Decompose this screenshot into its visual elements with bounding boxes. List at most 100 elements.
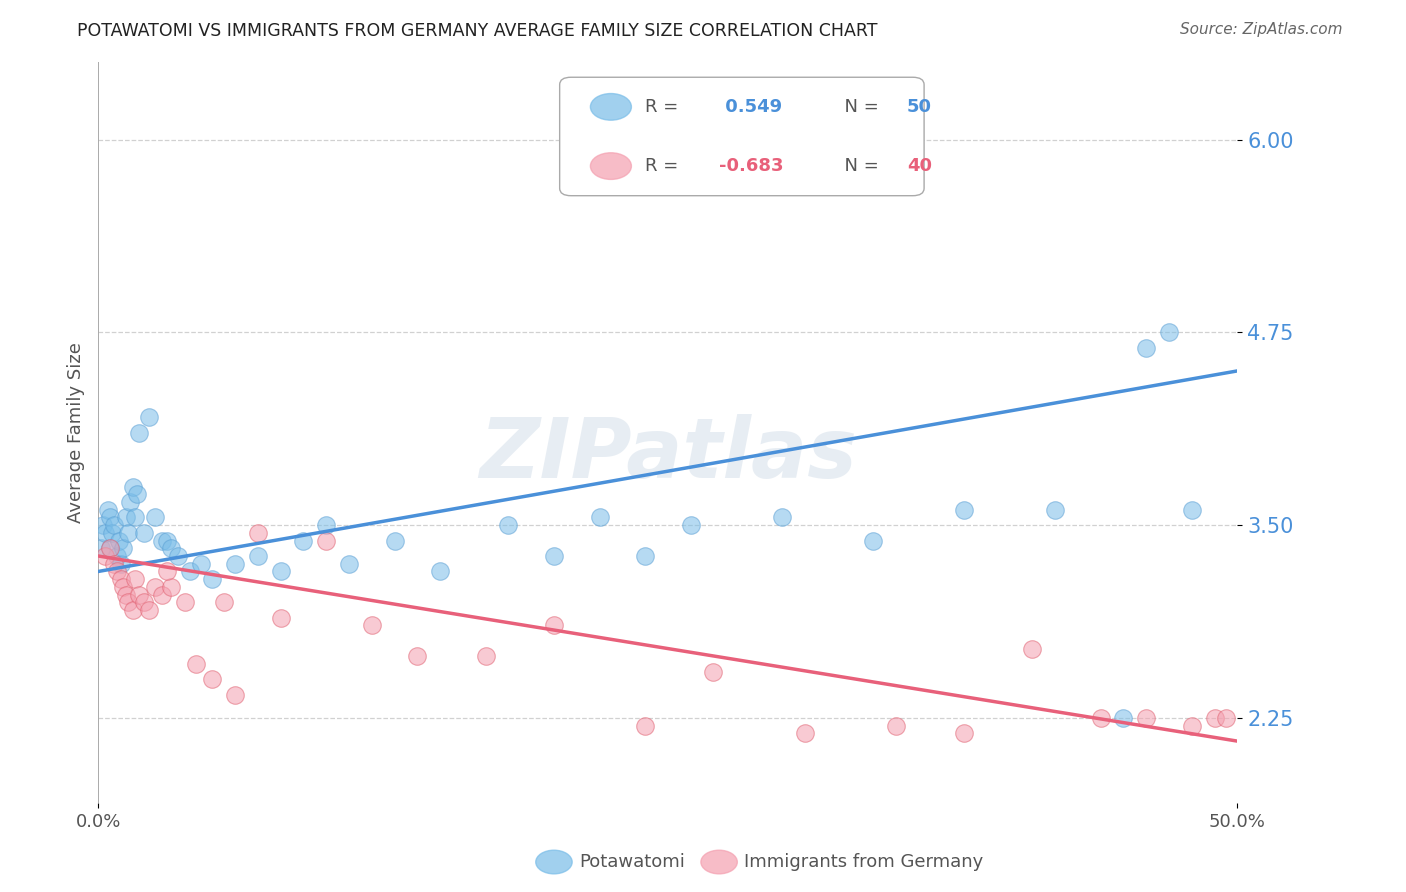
Point	[103, 518, 125, 533]
Point	[270, 610, 292, 624]
Point	[120, 495, 142, 509]
Point	[112, 541, 135, 556]
Point	[103, 557, 125, 571]
Point	[884, 719, 907, 733]
Point	[121, 603, 143, 617]
Text: R =: R =	[645, 98, 685, 116]
Point	[1135, 341, 1157, 355]
Point	[138, 603, 160, 617]
Point	[201, 673, 224, 687]
Point	[429, 565, 451, 579]
Circle shape	[591, 153, 631, 179]
Point	[167, 549, 190, 563]
Point	[474, 649, 496, 664]
Point	[246, 525, 269, 540]
Text: 40: 40	[907, 157, 932, 175]
Point	[1181, 719, 1204, 733]
Point	[1181, 502, 1204, 516]
Point	[679, 518, 702, 533]
Point	[121, 480, 143, 494]
Point	[270, 565, 292, 579]
Point	[702, 665, 724, 679]
Point	[98, 541, 121, 556]
FancyBboxPatch shape	[560, 78, 924, 195]
Point	[145, 510, 167, 524]
Point	[543, 618, 565, 632]
Point	[1090, 711, 1112, 725]
Point	[132, 595, 155, 609]
Circle shape	[700, 850, 737, 874]
Point	[174, 595, 197, 609]
Point	[101, 525, 124, 540]
Point	[1204, 711, 1226, 725]
Point	[98, 541, 121, 556]
Text: Immigrants from Germany: Immigrants from Germany	[744, 853, 983, 871]
Text: -0.683: -0.683	[718, 157, 783, 175]
Point	[105, 549, 128, 563]
Point	[224, 557, 246, 571]
Point	[292, 533, 315, 548]
Point	[117, 595, 139, 609]
Point	[160, 580, 183, 594]
Point	[634, 719, 657, 733]
Point	[98, 510, 121, 524]
Point	[124, 510, 146, 524]
Text: 50: 50	[907, 98, 932, 116]
Point	[862, 533, 884, 548]
Point	[110, 572, 132, 586]
Point	[90, 541, 112, 556]
Circle shape	[536, 850, 572, 874]
Point	[96, 502, 118, 516]
Point	[360, 618, 382, 632]
Point	[1215, 711, 1237, 725]
Point	[124, 572, 146, 586]
Point	[201, 572, 224, 586]
Point	[108, 533, 131, 548]
Point	[190, 557, 212, 571]
Text: 0.549: 0.549	[718, 98, 782, 116]
Y-axis label: Average Family Size: Average Family Size	[66, 343, 84, 523]
Point	[156, 533, 179, 548]
Point	[246, 549, 269, 563]
Point	[543, 549, 565, 563]
Point	[114, 588, 136, 602]
Point	[132, 525, 155, 540]
Point	[1043, 502, 1066, 516]
Point	[117, 525, 139, 540]
Text: POTAWATOMI VS IMMIGRANTS FROM GERMANY AVERAGE FAMILY SIZE CORRELATION CHART: POTAWATOMI VS IMMIGRANTS FROM GERMANY AV…	[77, 22, 877, 40]
Circle shape	[591, 94, 631, 120]
Text: Potawatomi: Potawatomi	[579, 853, 685, 871]
Text: Source: ZipAtlas.com: Source: ZipAtlas.com	[1180, 22, 1343, 37]
Point	[91, 518, 114, 533]
Point	[498, 518, 520, 533]
Point	[337, 557, 360, 571]
Point	[105, 565, 128, 579]
Point	[179, 565, 201, 579]
Point	[212, 595, 235, 609]
Point	[1135, 711, 1157, 725]
Point	[588, 510, 610, 524]
Point	[770, 510, 793, 524]
Point	[94, 525, 117, 540]
Text: N =: N =	[832, 98, 884, 116]
Point	[128, 425, 150, 440]
Point	[315, 533, 337, 548]
Point	[406, 649, 429, 664]
Point	[953, 502, 976, 516]
Point	[224, 688, 246, 702]
Point	[1112, 711, 1135, 725]
Point	[150, 588, 173, 602]
Point	[793, 726, 815, 740]
Point	[315, 518, 337, 533]
Point	[953, 726, 976, 740]
Text: N =: N =	[832, 157, 884, 175]
Point	[114, 510, 136, 524]
Point	[186, 657, 208, 671]
Point	[145, 580, 167, 594]
Point	[150, 533, 173, 548]
Point	[94, 549, 117, 563]
Point	[138, 410, 160, 425]
Text: R =: R =	[645, 157, 685, 175]
Point	[156, 565, 179, 579]
Point	[634, 549, 657, 563]
